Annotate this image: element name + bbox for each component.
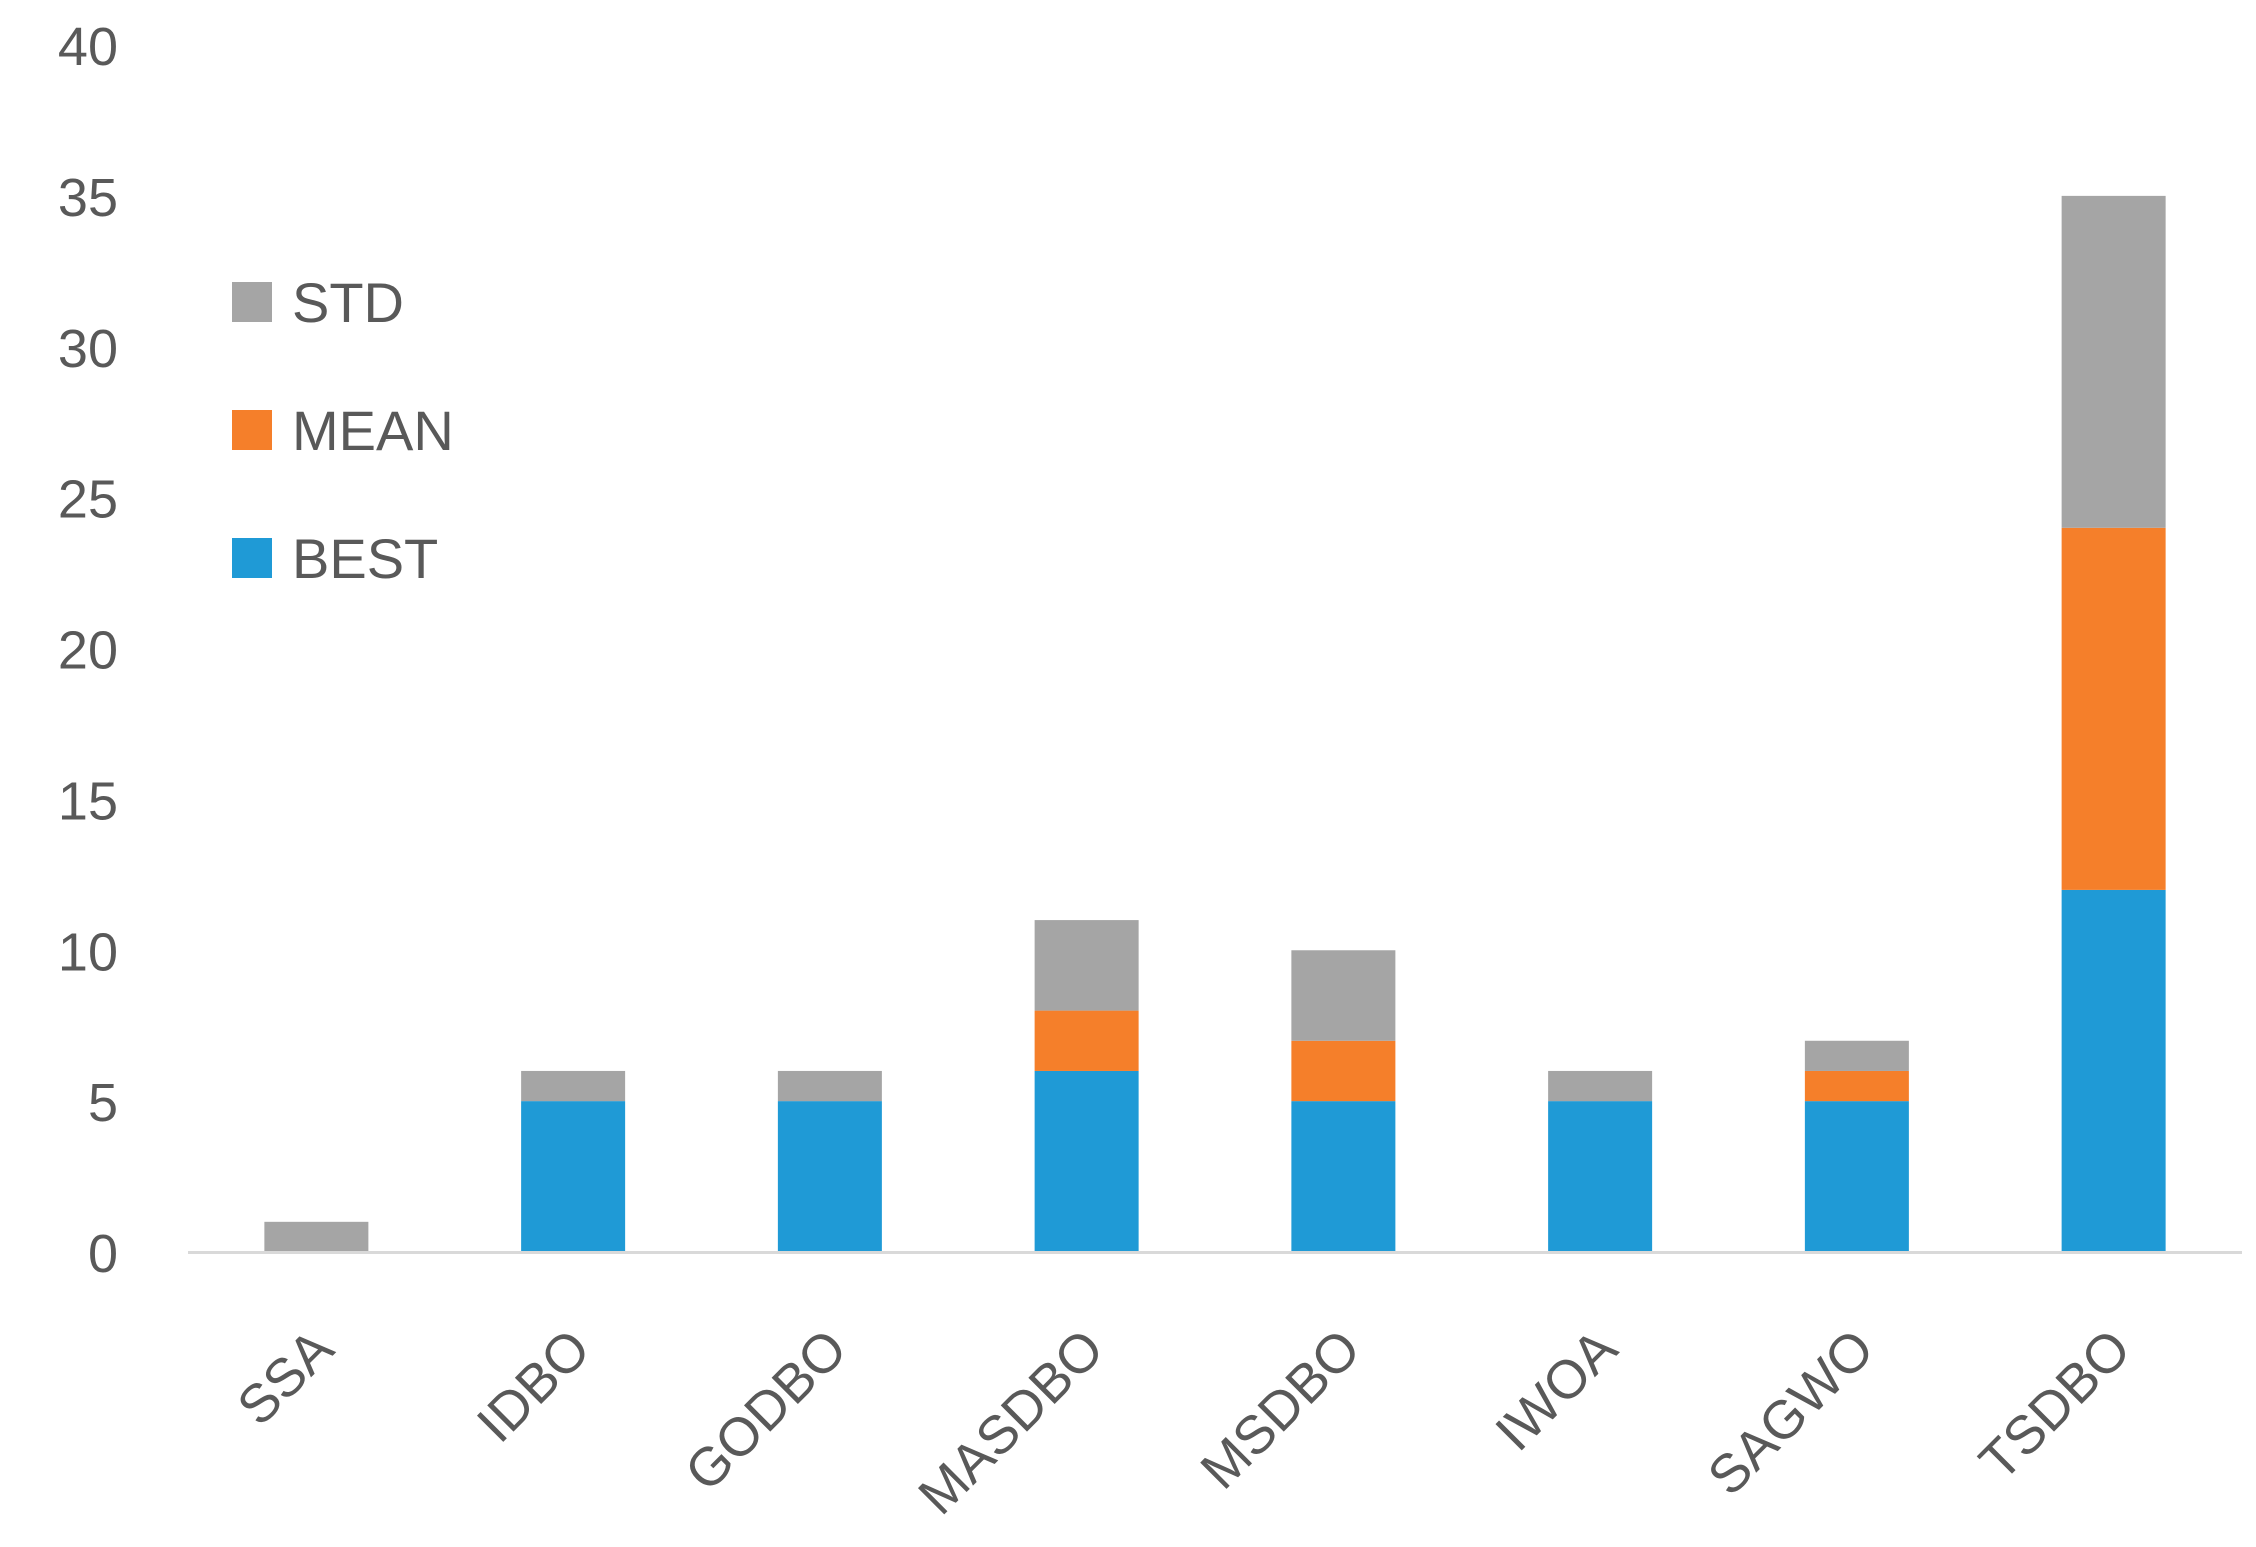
bar-std-msdbo bbox=[1291, 950, 1396, 1041]
legend-swatch-best bbox=[232, 538, 272, 578]
y-tick-label: 20 bbox=[58, 621, 118, 681]
x-tick-label: MSDBO bbox=[1189, 1318, 1371, 1500]
y-tick-label: 10 bbox=[58, 922, 118, 982]
legend-label-best: BEST bbox=[292, 527, 438, 590]
bar-mean-tsdbo bbox=[2061, 527, 2166, 890]
bar-best-iwoa bbox=[1548, 1101, 1653, 1252]
y-tick-label: 30 bbox=[58, 319, 118, 379]
bar-best-idbo bbox=[521, 1101, 626, 1252]
bar-std-godbo bbox=[777, 1070, 882, 1102]
legend: STD MEAN BEST bbox=[232, 271, 454, 590]
bar-mean-msdbo bbox=[1291, 1040, 1396, 1102]
x-tick-label: IWOA bbox=[1484, 1318, 1628, 1462]
bar-std-idbo bbox=[521, 1070, 626, 1102]
bar-best-tsdbo bbox=[2061, 889, 2166, 1252]
y-tick-label: 15 bbox=[58, 771, 118, 831]
legend-swatch-mean bbox=[232, 410, 272, 450]
legend-label-std: STD bbox=[292, 271, 404, 334]
bars-layer bbox=[264, 195, 2166, 1252]
legend-label-mean: MEAN bbox=[292, 399, 454, 462]
bar-best-masdbo bbox=[1034, 1070, 1139, 1252]
bar-mean-sagwo bbox=[1804, 1070, 1909, 1102]
x-tick-label: SSA bbox=[226, 1318, 345, 1437]
bar-std-tsdbo bbox=[2061, 195, 2166, 528]
y-tick-label: 40 bbox=[58, 17, 118, 77]
legend-swatch-std bbox=[232, 282, 272, 322]
bar-std-iwoa bbox=[1548, 1070, 1653, 1102]
y-tick-label: 35 bbox=[58, 168, 118, 228]
bar-best-msdbo bbox=[1291, 1101, 1396, 1252]
bar-mean-masdbo bbox=[1034, 1010, 1139, 1071]
bar-std-ssa bbox=[264, 1221, 369, 1252]
x-tick-label: TSDBO bbox=[1968, 1318, 2142, 1492]
x-tick-label: GODBO bbox=[674, 1318, 859, 1503]
axes-layer: 0 5 10 15 20 25 30 35 40 SSA IDBO GODBO MASDBO MSDBO I… bbox=[58, 17, 2242, 1526]
bar-std-sagwo bbox=[1804, 1040, 1909, 1071]
x-tick-label: MASDBO bbox=[907, 1318, 1115, 1526]
bar-std-masdbo bbox=[1034, 920, 1139, 1011]
x-tick-label: SAGWO bbox=[1697, 1318, 1886, 1507]
x-tick-label: IDBO bbox=[466, 1318, 602, 1454]
y-tick-label: 0 bbox=[88, 1224, 118, 1284]
bar-best-godbo bbox=[777, 1101, 882, 1252]
bar-best-sagwo bbox=[1804, 1101, 1909, 1252]
y-tick-label: 5 bbox=[88, 1073, 118, 1133]
y-tick-label: 25 bbox=[58, 470, 118, 530]
